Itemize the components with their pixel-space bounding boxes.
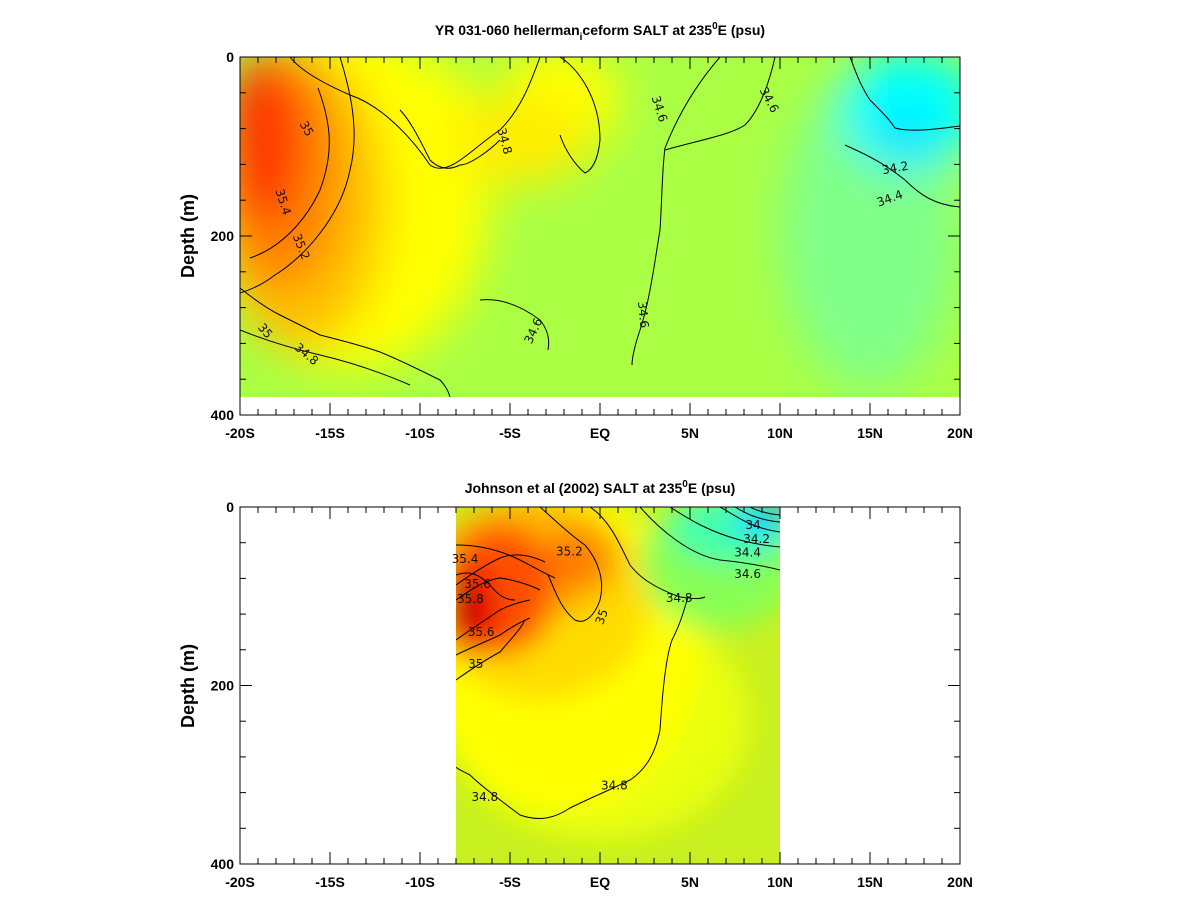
panel-top-field <box>240 57 960 397</box>
panel-top-title: YR 031-060 hellermaniceform SALT at 2350… <box>435 21 765 43</box>
y-tick-label: 400 <box>211 856 235 872</box>
contour-label: 35.6 <box>468 625 495 639</box>
contour-label: 34.8 <box>601 778 628 792</box>
y-tick-label: 400 <box>211 407 235 423</box>
contour-label: 34.8 <box>666 591 693 605</box>
contour-label: 34.6 <box>734 567 761 581</box>
contour-label: 35.2 <box>556 545 583 559</box>
x-tick-label: EQ <box>590 874 610 890</box>
x-tick-label: 10N <box>767 425 793 441</box>
x-tick-label: 5N <box>681 874 699 890</box>
y-tick-label: 200 <box>211 228 235 244</box>
y-tick-label: 200 <box>211 678 235 694</box>
contour-label: 35.8 <box>457 592 484 606</box>
panel-top-y-tick-labels: 0 200 400 <box>211 49 235 423</box>
panel-top-ticks <box>239 56 961 416</box>
panel-bottom-title: Johnson et al (2002) SALT at 2350E (psu) <box>465 479 736 496</box>
contour-label: 34.6 <box>635 301 651 329</box>
x-tick-label: 10N <box>767 874 793 890</box>
x-tick-label: -5S <box>499 874 521 890</box>
y-tick-label: 0 <box>226 499 234 515</box>
x-tick-label: EQ <box>590 425 610 441</box>
panel-bottom-contours <box>456 507 780 819</box>
x-tick-label: 20N <box>947 425 973 441</box>
x-tick-label: -15S <box>315 425 345 441</box>
x-tick-label: -5S <box>499 425 521 441</box>
contour-label: 34.2 <box>743 532 770 546</box>
panel-top-contours <box>240 57 960 397</box>
contour-label: 34 <box>745 518 760 532</box>
contour-label: 34.8 <box>494 126 514 155</box>
x-tick-label: 20N <box>947 874 973 890</box>
panel-bottom-ticks <box>239 506 961 865</box>
panel-top-y-axis-label: Depth (m) <box>178 194 198 278</box>
contour-label: 34.8 <box>471 790 498 804</box>
panel-bottom-x-tick-labels: -20S -15S -10S -5S EQ 5N 10N 15N 20N <box>225 874 973 890</box>
contour-label: 35.4 <box>452 552 479 566</box>
x-tick-label: -20S <box>225 874 255 890</box>
contour-label: 35 <box>593 607 611 626</box>
x-tick-label: -15S <box>315 874 345 890</box>
y-tick-label: 0 <box>226 49 234 65</box>
panel-bottom-y-tick-labels: 0 200 400 <box>211 499 235 872</box>
contour-label: 35 <box>468 657 483 671</box>
x-tick-label: 5N <box>681 425 699 441</box>
contour-label: 35 <box>297 118 317 138</box>
x-tick-label: -10S <box>405 425 435 441</box>
panel-bottom-field <box>456 507 780 864</box>
panel-bottom: Johnson et al (2002) SALT at 2350E (psu) <box>178 479 973 890</box>
contour-label: 35.6 <box>464 577 491 591</box>
contour-label: 34.2 <box>881 159 910 177</box>
panel-bottom-y-axis-label: Depth (m) <box>178 644 198 728</box>
x-tick-label: 15N <box>857 874 883 890</box>
panel-top: YR 031-060 hellermaniceform SALT at 2350… <box>178 21 973 441</box>
panel-top-x-tick-labels: -20S -15S -10S -5S EQ 5N 10N 15N 20N <box>225 425 973 441</box>
x-tick-label: 15N <box>857 425 883 441</box>
x-tick-label: -20S <box>225 425 255 441</box>
contour-label: 34.4 <box>734 546 761 560</box>
x-tick-label: -10S <box>405 874 435 890</box>
panel-bottom-contour-labels: 35.435.235.635.835.6353534.83434.234.434… <box>452 518 770 804</box>
